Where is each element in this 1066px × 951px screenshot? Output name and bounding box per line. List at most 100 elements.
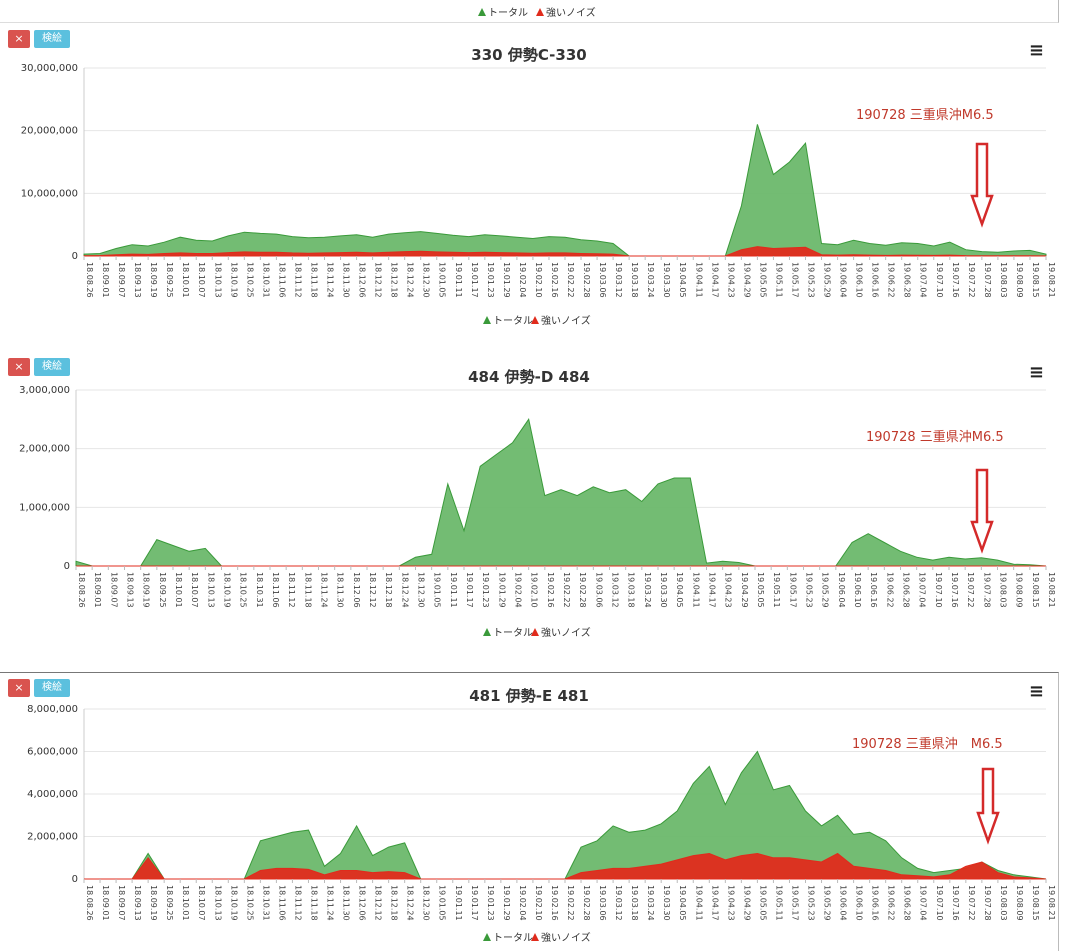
legend-label-total[interactable]: トータル (493, 627, 533, 639)
x-tick-label: 19.02.28 (582, 885, 591, 921)
x-tick-label: 18.10.25 (245, 262, 254, 298)
x-tick-label: 19.06.10 (853, 572, 862, 608)
triangle-red-icon (531, 316, 539, 324)
chart-svg: 0 1,000,000 2,000,000 3,000,000 18.08.26 18.0… (19, 385, 1056, 639)
x-tick-label: 19.08.09 (1015, 885, 1024, 921)
x-tick-label: 18.09.01 (93, 572, 102, 608)
x-tick-label: 18.11.12 (293, 885, 302, 921)
hamburger-menu-icon[interactable]: ≡ (1028, 40, 1044, 61)
x-tick-label: 18.10.01 (181, 262, 190, 298)
x-tick-label: 19.02.10 (534, 262, 543, 298)
x-tick-label: 19.05.11 (772, 572, 781, 608)
triangle-red-icon (531, 628, 539, 636)
legend-label-total[interactable]: トータル (493, 315, 533, 327)
x-tick-label: 18.09.25 (158, 572, 167, 608)
x-tick-label: 19.05.29 (821, 572, 830, 608)
x-tick-label: 19.07.04 (919, 262, 928, 298)
x-tick-label: 19.07.16 (950, 572, 959, 608)
edit-button[interactable]: 検絵 (34, 358, 70, 376)
x-tick-label: 18.11.30 (336, 572, 345, 608)
x-tick-label: 19.08.15 (1031, 572, 1040, 608)
x-tick-label: 19.07.28 (983, 262, 992, 298)
x-tick-label: 18.09.13 (133, 262, 142, 298)
x-tick-label: 19.06.28 (903, 885, 912, 921)
x-tick-label: 19.08.21 (1047, 262, 1056, 298)
x-tick-label: 19.03.06 (598, 262, 607, 298)
x-tick-label: 19.05.11 (774, 262, 783, 298)
x-tick-label: 19.06.04 (837, 572, 846, 608)
x-tick-label: 19.02.16 (550, 885, 559, 921)
x-tick-label: 19.08.03 (999, 262, 1008, 298)
x-tick-label: 19.05.05 (758, 262, 767, 298)
x-tick-label: 19.05.11 (774, 885, 783, 921)
hamburger-menu-icon[interactable]: ≡ (1028, 362, 1044, 383)
x-tick-label: 19.02.16 (550, 262, 559, 298)
x-tick-label: 18.10.13 (213, 262, 222, 298)
x-tick-label: 18.11.30 (342, 885, 351, 921)
x-tick-label: 19.06.22 (887, 885, 896, 921)
x-tick-label: 19.02.04 (514, 572, 523, 608)
x-tick-label: 19.01.17 (470, 885, 479, 921)
x-tick-label: 18.09.25 (165, 885, 174, 921)
close-button[interactable]: × (8, 358, 30, 376)
legend-label-total[interactable]: トータル (493, 932, 533, 944)
x-tick-label: 18.09.19 (149, 262, 158, 298)
y-tick-label: 0 (72, 251, 78, 262)
legend-item-noise[interactable]: 強いノイズ (536, 4, 596, 19)
x-tick-label: 18.11.24 (326, 262, 335, 298)
panel-controls: × 検絵 (8, 358, 70, 376)
x-tick-label: 18.12.12 (374, 885, 383, 921)
close-button[interactable]: × (8, 679, 30, 697)
chart-panel-481: × 検絵 481 伊勢-E 481 ≡ 0 2,000,000 4,000,000 6… (0, 672, 1059, 951)
x-tick-label: 19.08.21 (1047, 572, 1056, 608)
x-tick-label: 18.11.18 (303, 572, 312, 608)
x-tick-label: 19.03.06 (594, 572, 603, 608)
chart-svg: 0 10,000,000 20,000,000 30,000,000 18.08.26 1… (21, 63, 1056, 327)
x-tick-label: 19.01.23 (486, 262, 495, 298)
edit-button[interactable]: 検絵 (34, 30, 70, 48)
x-tick-label: 19.08.15 (1031, 262, 1040, 298)
x-tick-label: 18.12.06 (358, 262, 367, 298)
annotation-label: 190728 三重県沖M6.5 (856, 107, 994, 123)
x-tick-label: 19.03.06 (598, 885, 607, 921)
x-tick-label: 19.04.05 (675, 572, 684, 608)
triangle-red-icon (531, 933, 539, 941)
x-tick-label: 19.06.22 (887, 262, 896, 298)
x-tick-label: 19.07.22 (967, 262, 976, 298)
x-tick-label: 19.07.04 (919, 885, 928, 921)
x-tick-label: 19.07.28 (983, 885, 992, 921)
x-tick-label: 18.10.13 (213, 885, 222, 921)
x-tick-label: 19.04.17 (708, 572, 717, 608)
x-tick-label: 19.03.12 (614, 885, 623, 921)
x-tick-label: 19.07.16 (951, 885, 960, 921)
edit-button[interactable]: 検絵 (34, 679, 70, 697)
x-tick-label: 19.03.18 (630, 885, 639, 921)
x-tick-label: 19.03.18 (627, 572, 636, 608)
x-tick-label: 19.04.29 (740, 572, 749, 608)
y-tick-label: 1,000,000 (19, 502, 70, 513)
x-tick-label: 19.01.11 (454, 262, 463, 298)
x-tick-label: 18.11.30 (342, 262, 351, 298)
x-tick-label: 19.05.23 (807, 885, 816, 921)
annotation-label: 190728 三重県沖 M6.5 (852, 736, 1003, 752)
x-tick-label: 19.07.28 (982, 572, 991, 608)
x-tick-label: 19.04.11 (694, 885, 703, 921)
x-tick-label: 18.10.01 (181, 885, 190, 921)
chart-title: 484 伊勢-D 484 (468, 368, 590, 386)
x-tick-label: 19.04.11 (694, 262, 703, 298)
x-tick-label: 19.05.23 (805, 572, 814, 608)
x-tick-label: 19.06.10 (855, 262, 864, 298)
x-tick-label: 18.10.01 (174, 572, 183, 608)
x-tick-label: 18.11.06 (271, 572, 280, 608)
x-tick-label: 18.09.01 (101, 885, 110, 921)
legend-label-noise[interactable]: 強いノイズ (541, 931, 591, 944)
close-button[interactable]: × (8, 30, 30, 48)
x-tick-label: 19.07.10 (935, 885, 944, 921)
hamburger-menu-icon[interactable]: ≡ (1028, 681, 1044, 702)
legend-item-total[interactable]: トータル (478, 4, 528, 19)
x-tick-label: 18.11.24 (326, 885, 335, 921)
legend-label-noise[interactable]: 強いノイズ (541, 626, 591, 639)
x-tick-label: 18.08.26 (77, 572, 86, 608)
x-tick-label: 19.02.28 (582, 262, 591, 298)
legend-label-noise[interactable]: 強いノイズ (541, 314, 591, 327)
